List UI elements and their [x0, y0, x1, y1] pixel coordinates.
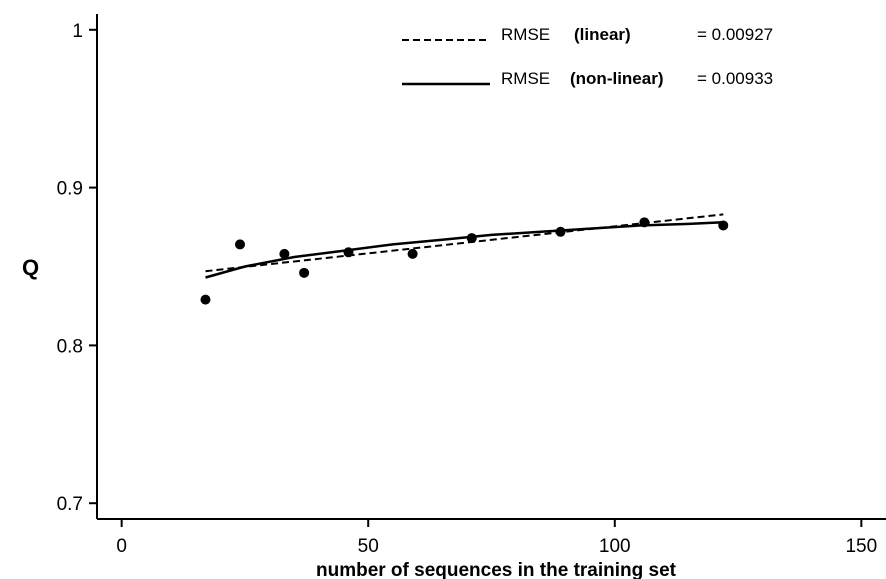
data-point: [555, 226, 566, 237]
legend-name-linear: RMSE: [501, 25, 550, 44]
data-point: [639, 217, 650, 228]
data-point: [343, 247, 354, 258]
y-tick-label: 0.9: [57, 179, 83, 200]
x-tick-label: 150: [845, 536, 877, 557]
data-point: [200, 294, 211, 305]
legend-value-linear: = 0.00927: [697, 25, 773, 44]
data-point: [466, 233, 477, 244]
data-point: [299, 267, 310, 278]
legend-qualifier-nonlinear: (non-linear): [570, 69, 664, 88]
legend-value-nonlinear: = 0.00933: [697, 69, 773, 88]
x-tick-label: 50: [358, 536, 379, 557]
legend-qualifier-linear: (linear): [574, 25, 631, 44]
y-tick-label: 0.7: [57, 494, 83, 515]
data-point: [279, 248, 290, 259]
legend: RMSE (linear) = 0.00927 RMSE (non-linear…: [402, 25, 773, 88]
fit-line-linear: [205, 213, 724, 273]
x-tick-label: 0: [116, 536, 127, 557]
data-point: [235, 239, 246, 250]
ticks: 0.7 0.8 0.9 1 0 50 100 150: [57, 21, 878, 557]
x-axis-label: number of sequences in the training set: [316, 560, 677, 579]
data-point: [718, 220, 729, 231]
x-tick-label: 100: [599, 536, 631, 557]
y-tick-label: 1: [72, 21, 83, 42]
axes: [96, 14, 886, 520]
y-axis-label: Q: [22, 255, 39, 280]
data-points: [200, 217, 729, 305]
y-tick-label: 0.8: [57, 336, 83, 357]
legend-name-nonlinear: RMSE: [501, 69, 550, 88]
data-point: [407, 248, 418, 259]
